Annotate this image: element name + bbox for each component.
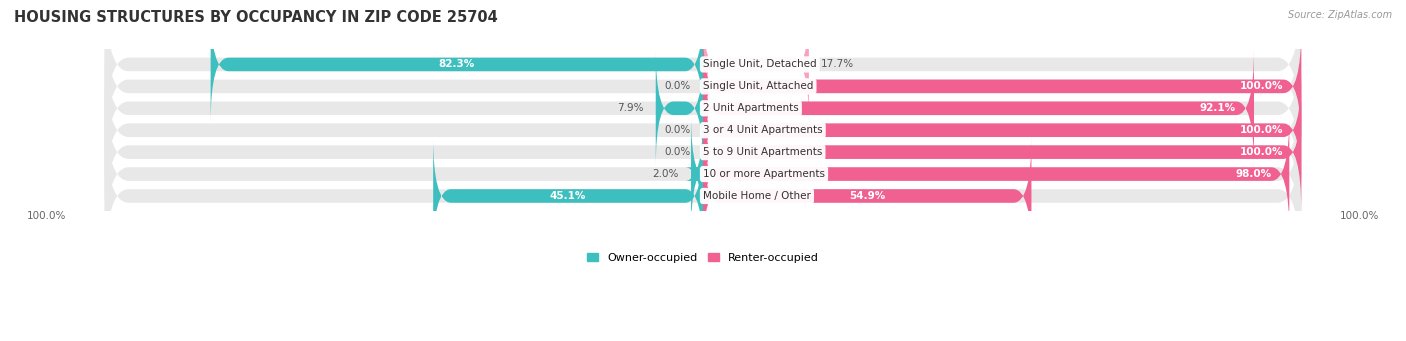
Text: 100.0%: 100.0% <box>1240 147 1284 157</box>
Text: 92.1%: 92.1% <box>1199 103 1236 113</box>
Text: Source: ZipAtlas.com: Source: ZipAtlas.com <box>1288 10 1392 20</box>
Text: 100.0%: 100.0% <box>1240 81 1284 91</box>
FancyBboxPatch shape <box>703 49 1254 167</box>
FancyBboxPatch shape <box>211 5 703 123</box>
Text: 0.0%: 0.0% <box>665 81 690 91</box>
Text: 98.0%: 98.0% <box>1236 169 1271 179</box>
Text: Single Unit, Detached: Single Unit, Detached <box>703 59 817 70</box>
Text: 100.0%: 100.0% <box>27 211 66 221</box>
FancyBboxPatch shape <box>703 71 1302 189</box>
Text: 2.0%: 2.0% <box>652 169 679 179</box>
Text: 5 to 9 Unit Apartments: 5 to 9 Unit Apartments <box>703 147 823 157</box>
Text: 54.9%: 54.9% <box>849 191 886 201</box>
Text: 100.0%: 100.0% <box>1340 211 1379 221</box>
FancyBboxPatch shape <box>104 5 1302 167</box>
FancyBboxPatch shape <box>104 27 1302 189</box>
FancyBboxPatch shape <box>433 137 703 255</box>
Text: Mobile Home / Other: Mobile Home / Other <box>703 191 811 201</box>
FancyBboxPatch shape <box>104 115 1302 277</box>
Text: 2 Unit Apartments: 2 Unit Apartments <box>703 103 799 113</box>
FancyBboxPatch shape <box>703 5 808 123</box>
Text: 10 or more Apartments: 10 or more Apartments <box>703 169 825 179</box>
FancyBboxPatch shape <box>703 137 1032 255</box>
Text: 0.0%: 0.0% <box>665 125 690 135</box>
Text: 7.9%: 7.9% <box>617 103 644 113</box>
Text: 82.3%: 82.3% <box>439 59 475 70</box>
FancyBboxPatch shape <box>655 49 703 167</box>
FancyBboxPatch shape <box>104 71 1302 233</box>
Text: Single Unit, Attached: Single Unit, Attached <box>703 81 814 91</box>
Text: 45.1%: 45.1% <box>550 191 586 201</box>
FancyBboxPatch shape <box>703 93 1302 211</box>
FancyBboxPatch shape <box>685 115 709 233</box>
FancyBboxPatch shape <box>104 49 1302 211</box>
Text: 0.0%: 0.0% <box>665 147 690 157</box>
Text: HOUSING STRUCTURES BY OCCUPANCY IN ZIP CODE 25704: HOUSING STRUCTURES BY OCCUPANCY IN ZIP C… <box>14 10 498 25</box>
FancyBboxPatch shape <box>703 27 1302 145</box>
Text: 100.0%: 100.0% <box>1240 125 1284 135</box>
Text: 3 or 4 Unit Apartments: 3 or 4 Unit Apartments <box>703 125 823 135</box>
Legend: Owner-occupied, Renter-occupied: Owner-occupied, Renter-occupied <box>582 248 824 267</box>
FancyBboxPatch shape <box>703 115 1289 233</box>
FancyBboxPatch shape <box>104 0 1302 145</box>
Text: 17.7%: 17.7% <box>821 59 853 70</box>
FancyBboxPatch shape <box>104 93 1302 255</box>
